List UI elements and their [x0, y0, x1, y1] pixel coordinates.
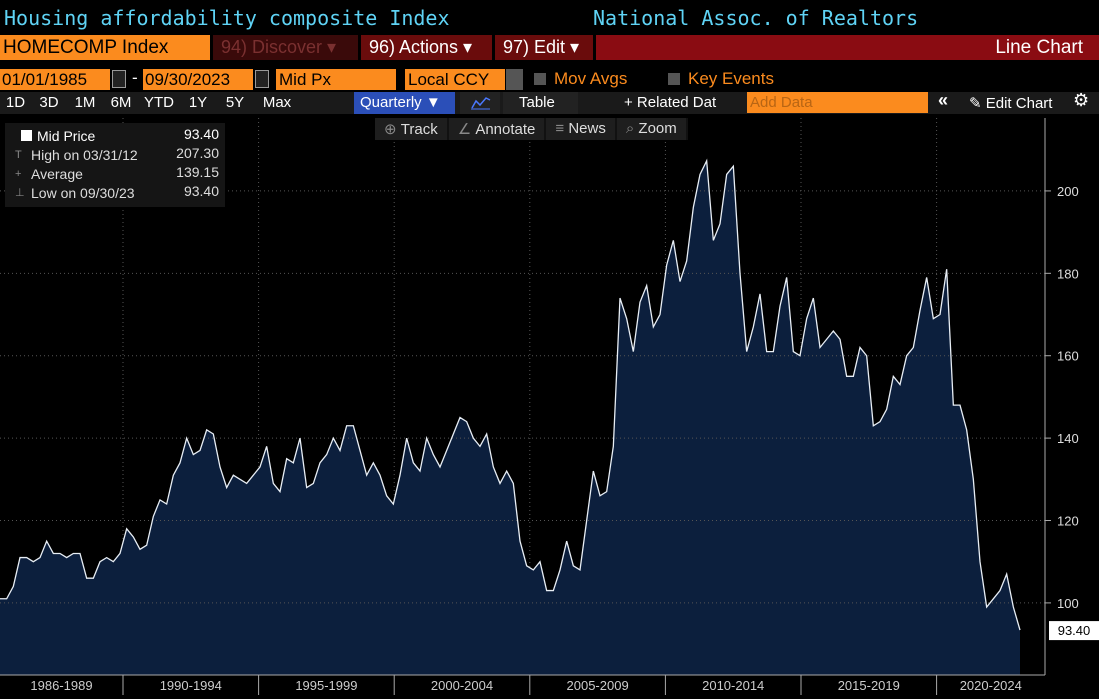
x-group-label: 2020-2024: [960, 678, 1022, 693]
end-label: 93.40: [1058, 623, 1091, 638]
source: National Assoc. of Realtors: [593, 6, 919, 30]
mov-avgs-label: Mov Avgs: [554, 69, 628, 88]
date-dash: -: [132, 68, 138, 87]
legend-symbol: T: [15, 148, 22, 161]
x-group-label: 1995-1999: [295, 678, 357, 693]
edit-button[interactable]: 97) Edit ▾: [495, 35, 593, 60]
security-title: Housing affordability composite Index: [4, 6, 450, 30]
period-button[interactable]: 1D: [5, 94, 26, 111]
period-button[interactable]: Max: [262, 94, 292, 111]
collapse-button[interactable]: «: [938, 90, 949, 110]
add-data-input[interactable]: Add Data: [747, 92, 928, 113]
y-tick-label: 120: [1057, 514, 1079, 529]
period-button[interactable]: 1M: [74, 94, 96, 111]
tool-button[interactable]: ∠ Annotate: [448, 118, 545, 140]
y-tick-label: 140: [1057, 431, 1079, 446]
y-tick-label: 200: [1057, 184, 1079, 199]
legend-label: Low on 09/30/23: [31, 184, 135, 201]
legend-key: ⊥ Low on 09/30/23: [11, 183, 135, 202]
checkbox[interactable]: [668, 73, 680, 85]
chart-type-icon[interactable]: [460, 92, 500, 114]
tool-button[interactable]: ⊕ Track: [375, 118, 447, 140]
chart: 1986-1989 1990-1994 1995-1999 2000-2004 2005…: [0, 118, 1099, 695]
currency-box[interactable]: Local CCY: [405, 69, 505, 90]
pencil-icon: ✎: [969, 95, 986, 112]
period-button[interactable]: 3D: [39, 94, 59, 111]
period-buttons: 1D 3D 1M 6M YTD 1Y 5Y Max: [0, 92, 301, 114]
tool-label: News: [568, 120, 606, 137]
period-button[interactable]: 5Y: [225, 94, 245, 111]
icon: [471, 97, 491, 110]
tool-button[interactable]: ⌕ Zoom: [616, 118, 686, 140]
end-date[interactable]: 09/30/2023: [143, 69, 253, 90]
chart-tools: ⊕ Track ∠ Annotate ≡ News ⌕ Zoom: [375, 118, 688, 140]
start-date[interactable]: 01/01/1985: [0, 69, 110, 90]
legend-value: 93.40: [183, 183, 219, 199]
legend-label: Average: [31, 165, 83, 182]
tool-button[interactable]: ≡ News: [546, 118, 615, 140]
dropdown-arrow[interactable]: [506, 69, 523, 90]
tool-icon: ⊕: [384, 121, 401, 138]
legend-key: Mid Price: [11, 126, 95, 145]
period-button[interactable]: 6M: [110, 94, 132, 111]
legend-row: Mid Price 93.40: [11, 126, 219, 145]
table-button[interactable]: Table: [503, 92, 578, 114]
y-tick-label: 180: [1057, 266, 1079, 281]
frequency-dropdown[interactable]: Quarterly ▼: [354, 92, 455, 114]
legend-symbol: ⊥: [15, 187, 25, 199]
period-button[interactable]: 1Y: [188, 94, 208, 111]
field-box[interactable]: Mid Px: [276, 69, 396, 90]
tool-icon: ⌕: [625, 120, 639, 137]
legend-row: + Average 139.15: [11, 164, 219, 183]
related-data[interactable]: + Related Dat: [624, 94, 717, 111]
ticker-box[interactable]: HOMECOMP Index: [0, 35, 210, 60]
legend: Mid Price 93.40 T High on 03/31/12 207.30 + Av…: [5, 123, 225, 207]
x-group-label: 2000-2004: [431, 678, 493, 693]
tool-label: Zoom: [638, 120, 677, 137]
period-button[interactable]: YTD: [144, 94, 174, 111]
y-tick-label: 160: [1057, 349, 1079, 364]
edit-chart-label: Edit Chart: [985, 95, 1053, 112]
tool-icon: ∠: [457, 121, 476, 138]
view-title: Line Chart: [596, 35, 1099, 60]
edit-chart-button[interactable]: ✎ Edit Chart: [965, 92, 1056, 114]
legend-value: 93.40: [183, 126, 219, 142]
x-group-label: 1986-1989: [30, 678, 92, 693]
tool-label: Annotate: [475, 121, 536, 138]
line: [0, 158, 1021, 631]
legend-value: 207.30: [176, 145, 219, 161]
key-events-label: Key Events: [688, 69, 774, 88]
legend-value: 139.15: [176, 164, 219, 180]
legend-label: High on 03/31/12: [31, 146, 138, 163]
tool-icon: ≡: [555, 120, 569, 137]
calendar-icon[interactable]: [255, 70, 269, 88]
actions-button[interactable]: 96) Actions ▾: [361, 35, 492, 60]
checkbox[interactable]: [534, 73, 546, 85]
legend-label: Mid Price: [37, 127, 96, 144]
x-group-label: 2015-2019: [838, 678, 900, 693]
legend-key: T High on 03/31/12: [11, 145, 138, 164]
settings-icon[interactable]: ⚙: [1073, 90, 1090, 110]
x-group-label: 1990-1994: [160, 678, 222, 693]
discover-button[interactable]: 94) Discover ▾: [213, 35, 358, 60]
legend-row: T High on 03/31/12 207.30: [11, 145, 219, 164]
y-tick-label: 100: [1057, 596, 1079, 611]
x-group-label: 2005-2009: [567, 678, 629, 693]
tool-label: Track: [400, 121, 438, 138]
legend-key: + Average: [11, 164, 83, 183]
legend-row: ⊥ Low on 09/30/23 93.40: [11, 183, 219, 202]
x-group-label: 2010-2014: [702, 678, 764, 693]
calendar-icon[interactable]: [112, 70, 126, 88]
end-label-box: [1049, 621, 1099, 641]
legend-symbol: +: [15, 167, 22, 180]
area-fill: [0, 160, 1020, 675]
legend-symbol: [21, 130, 32, 141]
